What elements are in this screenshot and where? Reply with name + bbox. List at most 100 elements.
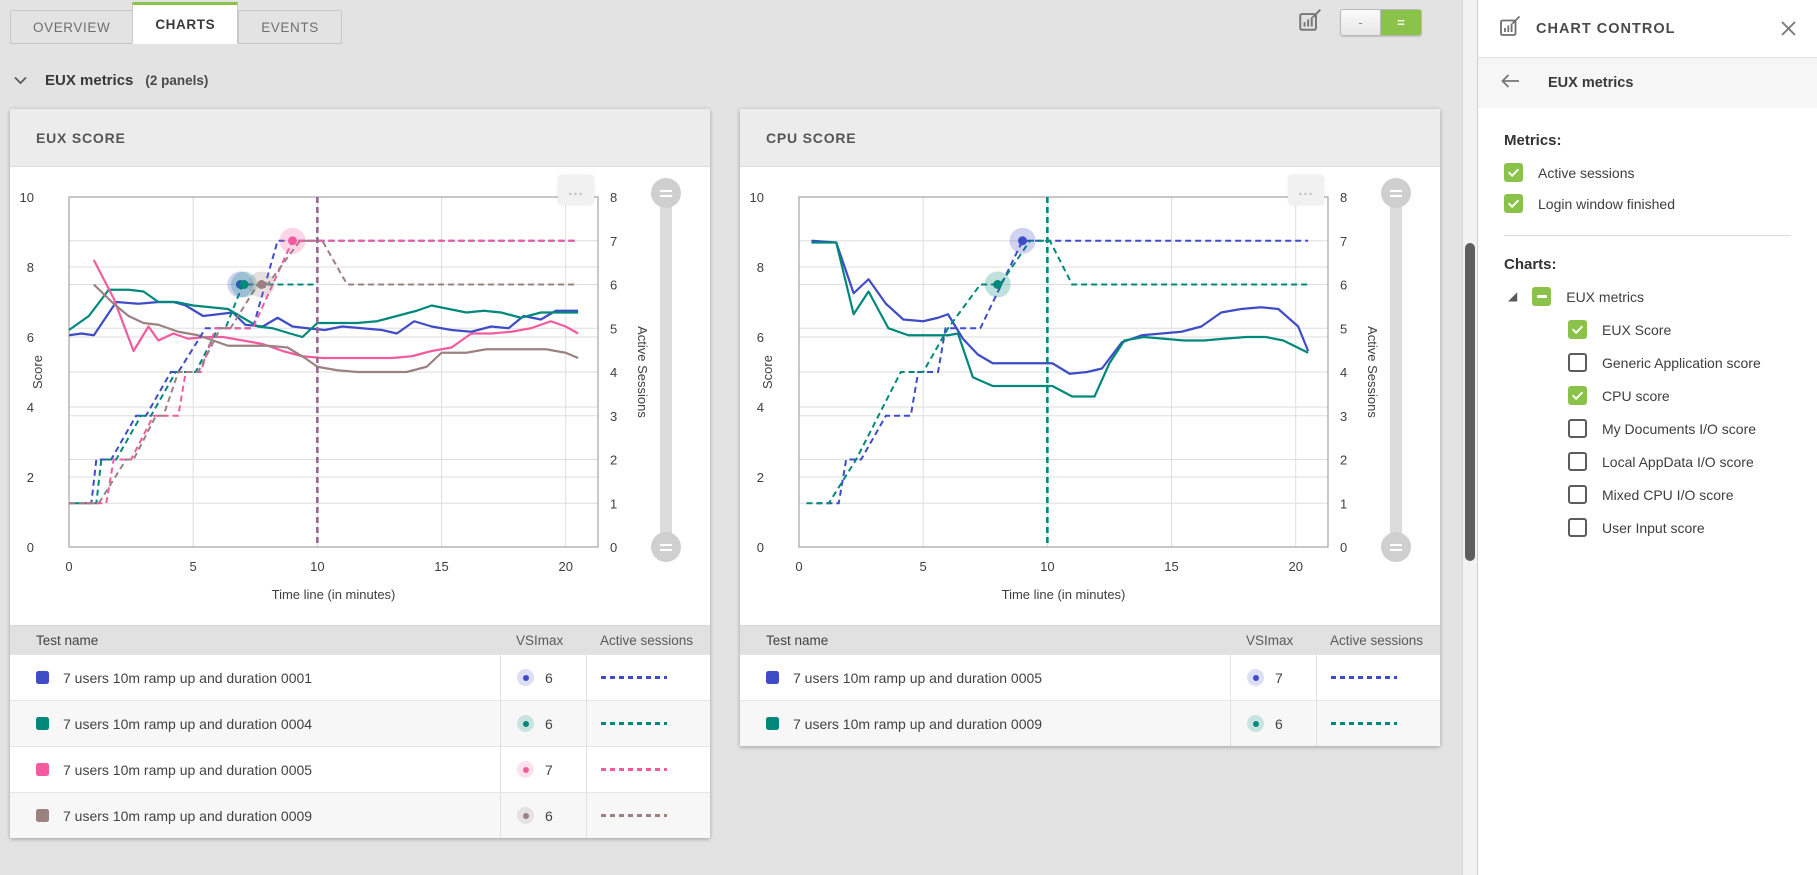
checked-checkbox[interactable] <box>1504 163 1523 182</box>
tree-item-user-input-score[interactable]: User Input score <box>1568 518 1791 537</box>
y-axis-zoom-slider <box>648 178 684 562</box>
header-vsimax: VSImax <box>516 632 564 648</box>
section-panels-count: (2 panels) <box>145 73 209 88</box>
vsimax-value: 6 <box>545 715 553 732</box>
test-table: Test name VSImax Active sessions 7 users 10… <box>740 625 1440 746</box>
slider-track[interactable] <box>660 191 672 549</box>
back-arrow-icon[interactable] <box>1500 73 1520 94</box>
vsimax-marker[interactable] <box>288 236 298 246</box>
metric-checkbox-row[interactable]: Login window finished <box>1504 194 1791 213</box>
table-row[interactable]: 7 users 10m ramp up and duration 0004 6 <box>10 700 710 746</box>
unchecked-checkbox[interactable] <box>1568 485 1587 504</box>
axis-label: Time line (in minutes) <box>1002 587 1126 602</box>
small-view-button[interactable]: - <box>1341 9 1381 35</box>
axis-label: 10 <box>750 190 764 205</box>
table-row[interactable]: 7 users 10m ramp up and duration 0005 7 <box>10 746 710 792</box>
slider-track[interactable] <box>1390 191 1402 549</box>
section-title: EUX metrics <box>45 72 134 89</box>
chart-control-toggle-button[interactable] <box>1296 8 1324 36</box>
unchecked-checkbox[interactable] <box>1568 419 1587 438</box>
vertical-scrollbar[interactable] <box>1462 0 1477 875</box>
test-name-cell: 7 users 10m ramp up and duration 0004 <box>10 701 500 746</box>
vsimax-cell: 7 <box>500 747 586 792</box>
checked-checkbox[interactable] <box>1568 386 1587 405</box>
slider-handle-top[interactable] <box>1381 178 1411 208</box>
table-row[interactable]: 7 users 10m ramp up and duration 0001 6 <box>10 654 710 700</box>
chart-menu-button[interactable]: ... <box>558 175 594 205</box>
tree-item-local-appdata-i-o-score[interactable]: Local AppData I/O score <box>1568 452 1791 471</box>
tab-events[interactable]: EVENTS <box>238 10 342 43</box>
tree-item-my-documents-i-o-score[interactable]: My Documents I/O score <box>1568 419 1791 438</box>
table-row[interactable]: 7 users 10m ramp up and duration 0009 6 <box>740 700 1440 746</box>
series-color-swatch <box>766 717 779 730</box>
chevron-down-icon[interactable] <box>14 76 27 85</box>
axis-label: 0 <box>610 540 617 555</box>
tree-item-eux-metrics[interactable]: ◢ EUX metrics <box>1508 287 1791 306</box>
axis-label: 6 <box>1340 278 1347 293</box>
active-sessions-cell <box>1316 701 1440 746</box>
cpu-score-chart[interactable]: 0 2 4 6 8 10 0 1 2 3 4 5 6 7 8 0 5 10 15 20 Score Active Sess… <box>742 171 1382 607</box>
series-color-swatch <box>36 763 49 776</box>
tab-overview[interactable]: OVERVIEW <box>10 10 133 43</box>
active-sessions-line-swatch <box>1331 722 1397 725</box>
chart-menu-button[interactable]: ... <box>1288 175 1324 205</box>
indeterminate-checkbox[interactable] <box>1532 287 1552 306</box>
series-color-swatch <box>36 809 49 822</box>
eux-score-chart[interactable]: 0 2 4 6 8 10 0 1 2 3 4 5 6 7 8 0 5 10 15 20 Score Active Sess… <box>12 171 652 607</box>
unchecked-checkbox[interactable] <box>1568 518 1587 537</box>
unchecked-checkbox[interactable] <box>1568 452 1587 471</box>
tree-item-label: EUX Score <box>1602 321 1672 338</box>
header-test-name: Test name <box>36 632 99 648</box>
sessions-line <box>69 239 579 505</box>
tab-charts-label: CHARTS <box>155 16 216 32</box>
unchecked-checkbox[interactable] <box>1568 353 1587 372</box>
table-header-row: Test name VSImax Active sessions <box>10 626 710 654</box>
table-row[interactable]: 7 users 10m ramp up and duration 0009 6 <box>10 792 710 838</box>
tab-charts[interactable]: CHARTS <box>132 2 239 44</box>
selected-group-label: EUX metrics <box>1548 75 1634 91</box>
chart-edit-icon <box>1297 7 1323 38</box>
chart-control-header: CHART CONTROL <box>1478 0 1817 58</box>
slider-handle-top[interactable] <box>651 178 681 208</box>
tree-item-generic-application-score[interactable]: Generic Application score <box>1568 353 1791 372</box>
tree-item-mixed-cpu-i-o-score[interactable]: Mixed CPU I/O score <box>1568 485 1791 504</box>
checked-checkbox[interactable] <box>1568 320 1587 339</box>
vsimax-marker[interactable] <box>1018 236 1028 246</box>
sessions-line <box>86 239 579 505</box>
axis-label: 2 <box>610 453 617 468</box>
vsimax-marker[interactable] <box>256 280 266 289</box>
large-view-button[interactable]: = <box>1381 9 1421 35</box>
metric-checkbox-row[interactable]: Active sessions <box>1504 163 1791 182</box>
vsimax-marker[interactable] <box>993 280 1003 289</box>
chart-plot-area[interactable]: 0 2 4 6 8 10 0 1 2 3 4 5 6 7 8 0 5 10 15 20 Score Active Sess… <box>740 167 1440 625</box>
axis-label: Score <box>760 355 775 389</box>
tree-expand-icon[interactable]: ◢ <box>1508 288 1518 303</box>
table-row[interactable]: 7 users 10m ramp up and duration 0005 7 <box>740 654 1440 700</box>
vsimax-dot-center <box>522 766 529 773</box>
main-area: OVERVIEW CHARTS EVENTS <box>0 2 1462 838</box>
table-header-row: Test name VSImax Active sessions <box>740 626 1440 654</box>
header-test-name: Test name <box>766 632 829 648</box>
scrollbar-thumb[interactable] <box>1465 243 1475 561</box>
active-sessions-cell <box>586 701 710 746</box>
chart-plot-area[interactable]: 0 2 4 6 8 10 0 1 2 3 4 5 6 7 8 0 5 10 15 20 Score Active Sess… <box>10 167 710 625</box>
tab-overview-label: OVERVIEW <box>33 19 111 35</box>
section-header: EUX metrics (2 panels) <box>0 44 1462 109</box>
checked-checkbox[interactable] <box>1504 194 1523 213</box>
vsimax-marker[interactable] <box>239 280 249 289</box>
test-name-label: 7 users 10m ramp up and duration 0001 <box>63 669 313 686</box>
slider-handle-bottom[interactable] <box>651 532 681 562</box>
tree-item-eux-score[interactable]: EUX Score <box>1568 320 1791 339</box>
tree-item-cpu-score[interactable]: CPU score <box>1568 386 1791 405</box>
slider-handle-bottom[interactable] <box>1381 532 1411 562</box>
axis-label: 0 <box>1340 540 1347 555</box>
active-sessions-cell <box>1316 655 1440 700</box>
vsimax-dot <box>517 761 534 778</box>
close-icon[interactable] <box>1780 20 1797 37</box>
axis-label: 2 <box>27 470 34 485</box>
axis-label: 6 <box>610 278 617 293</box>
series-line <box>68 288 579 339</box>
series-color-swatch <box>36 671 49 684</box>
sessions-line <box>73 283 318 505</box>
panel-size-toggle: - = <box>1340 8 1422 36</box>
